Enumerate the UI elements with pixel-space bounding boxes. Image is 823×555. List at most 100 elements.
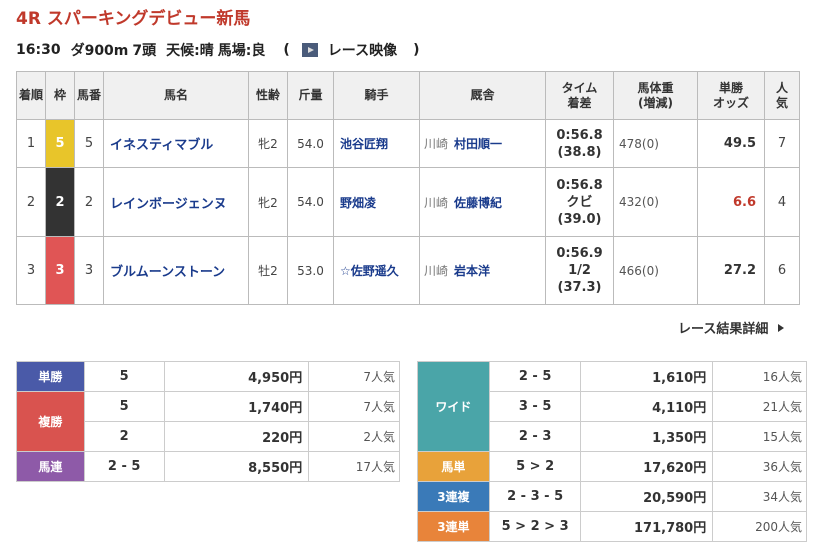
- payout-row-sanrentan: 3連単 5 > 2 > 3 171,780円 200人気: [417, 511, 807, 542]
- payout-amount: 8,550円: [163, 451, 310, 482]
- payout-popularity: 36人気: [712, 451, 807, 482]
- umaban-cell: 3: [74, 236, 104, 305]
- header-horse: 馬名: [103, 71, 249, 120]
- time-value: 0:56.9: [556, 246, 603, 261]
- payout-combination: 5 > 2: [488, 451, 582, 482]
- payout-amount: 1,610円: [580, 361, 714, 392]
- time-cell: 0:56.8 クビ (39.0): [545, 167, 614, 237]
- payout-amount: 20,590円: [580, 481, 714, 512]
- payout-popularity: 21人気: [712, 391, 807, 422]
- race-time: 16:30: [16, 42, 61, 58]
- payout-row-umatan: 馬単 5 > 2 17,620円 36人気: [417, 451, 807, 482]
- header-trainer: 厩舎: [419, 71, 546, 120]
- payout-label-umaren: 馬連: [16, 451, 85, 482]
- payout-popularity: 2人気: [308, 421, 400, 452]
- payout-combination: 3 - 5: [488, 391, 582, 422]
- result-table: 着順 枠 馬番 馬名 性齢 斤量 騎手 厩舎 タイム 着差 馬体重 (増減) 単勝オ…: [16, 71, 800, 305]
- odds-cell: 27.2: [697, 236, 765, 305]
- odds-cell: 6.6: [697, 167, 765, 237]
- payout-row-fukusho: 複勝 5 1,740円 7人気: [16, 391, 400, 452]
- sexage-cell: 牝2: [248, 167, 288, 237]
- popularity-cell: 4: [764, 167, 800, 237]
- time-cell: 0:56.8 (38.8): [545, 119, 614, 168]
- jockey-link[interactable]: 池谷匠翔: [333, 119, 420, 168]
- video-play-icon: [301, 43, 318, 57]
- time-value: 0:56.8: [556, 127, 603, 143]
- payout-row-umaren: 馬連 2 - 5 8,550円 17人気: [16, 451, 400, 482]
- jockey-link[interactable]: ☆佐野遥久: [333, 236, 420, 305]
- payout-row-tansho: 単勝 5 4,950円 7人気: [16, 361, 400, 392]
- result-row: 1 5 5 イネスティマブル 牝2 54.0 池谷匠翔 川崎 村田順一 0:56.8 (38.8) 4…: [16, 119, 800, 168]
- result-row: 3 3 3 ブルムーンストーン 牡2 53.0 ☆佐野遥久 川崎 岩本洋 0:56.9 1/2 (37…: [16, 236, 800, 305]
- final-3f-value: (37.3): [557, 280, 602, 295]
- payout-amount: 220円: [163, 421, 310, 452]
- payout-combination: 2 - 5: [488, 361, 582, 392]
- waku-cell: 3: [45, 236, 75, 305]
- time-value: 0:56.8: [556, 177, 603, 193]
- rank-cell: 2: [16, 167, 46, 237]
- header-sexage: 性齢: [248, 71, 288, 120]
- waku-cell: 5: [45, 119, 75, 168]
- weight-carried-cell: 54.0: [287, 119, 334, 168]
- payout-label-fukusho: 複勝: [16, 391, 85, 452]
- trainer-link[interactable]: 岩本洋: [454, 264, 491, 278]
- payout-combination: 5: [83, 361, 165, 392]
- trainer-link[interactable]: 佐藤博紀: [454, 195, 503, 210]
- payout-combination: 2 - 3 - 5: [488, 481, 582, 512]
- margin-value: クビ: [566, 194, 593, 210]
- horse-name-link[interactable]: イネスティマブル: [103, 119, 249, 168]
- popularity-cell: 6: [764, 236, 800, 305]
- rank-cell: 3: [16, 236, 46, 305]
- payout-label-sanrentan: 3連単: [417, 511, 490, 542]
- header-weight-carried: 斤量: [287, 71, 334, 120]
- header-time: タイム 着差: [545, 71, 614, 120]
- payout-combination: 5 > 2 > 3: [488, 511, 582, 542]
- payout-table-right: ワイド 2 - 5 1,610円 16人気 3 - 5 4,110円 21人気 2 - 3 1,…: [417, 361, 807, 542]
- payout-amount: 1,740円: [163, 391, 310, 422]
- payout-combination: 2: [83, 421, 165, 452]
- trainer-area: 川崎: [424, 137, 449, 151]
- race-result-detail-label: レース結果詳細: [678, 322, 769, 337]
- odds-cell: 49.5: [697, 119, 765, 168]
- sexage-cell: 牝2: [248, 119, 288, 168]
- bodyweight-cell: 478(0): [613, 119, 698, 168]
- race-info: 16:30 ダ900m 7頭 天候:晴 馬場:良 ( レース映像 ): [16, 40, 429, 60]
- trainer-cell: 川崎 岩本洋: [419, 236, 546, 305]
- popularity-cell: 7: [764, 119, 800, 168]
- payout-amount: 1,350円: [580, 421, 714, 452]
- race-video-link[interactable]: レース映像: [301, 40, 407, 60]
- payout-popularity: 7人気: [308, 391, 400, 422]
- jockey-link[interactable]: 野畑凌: [333, 167, 420, 237]
- weight-carried-cell: 54.0: [287, 167, 334, 237]
- horse-name-link[interactable]: ブルムーンストーン: [103, 236, 249, 305]
- arrow-right-icon: [778, 323, 785, 332]
- payout-amount: 4,950円: [163, 361, 310, 392]
- payout-popularity: 34人気: [712, 481, 807, 512]
- paren-close: ): [413, 42, 420, 58]
- waku-cell: 2: [45, 167, 75, 237]
- payout-popularity: 16人気: [712, 361, 807, 392]
- trainer-link[interactable]: 村田順一: [454, 137, 503, 151]
- bodyweight-cell: 466(0): [613, 236, 698, 305]
- final-3f-value: (38.8): [557, 144, 602, 160]
- payout-label-umatan: 馬単: [417, 451, 490, 482]
- trainer-cell: 川崎 佐藤博紀: [419, 167, 546, 237]
- payout-row-fukusho: 2 220円 2人気: [17, 421, 400, 452]
- header-odds: 単勝 オッズ: [697, 71, 765, 120]
- umaban-cell: 5: [74, 119, 104, 168]
- bodyweight-cell: 432(0): [613, 167, 698, 237]
- payout-row-wide: 2 - 3 1,350円 15人気: [418, 421, 807, 452]
- horse-name-link[interactable]: レインボージェンヌ: [103, 167, 249, 237]
- payout-label-wide: ワイド: [417, 361, 490, 452]
- payout-amount: 4,110円: [580, 391, 714, 422]
- header-umaban: 馬番: [74, 71, 104, 120]
- header-rank: 着順: [16, 71, 46, 120]
- payout-popularity: 15人気: [712, 421, 807, 452]
- payout-popularity: 200人気: [712, 511, 807, 542]
- payout-amount: 171,780円: [580, 511, 714, 542]
- trainer-area: 川崎: [424, 264, 449, 278]
- race-result-detail-link[interactable]: レース結果詳細: [678, 318, 785, 337]
- payout-popularity: 7人気: [308, 361, 400, 392]
- payout-combination: 5: [83, 391, 165, 422]
